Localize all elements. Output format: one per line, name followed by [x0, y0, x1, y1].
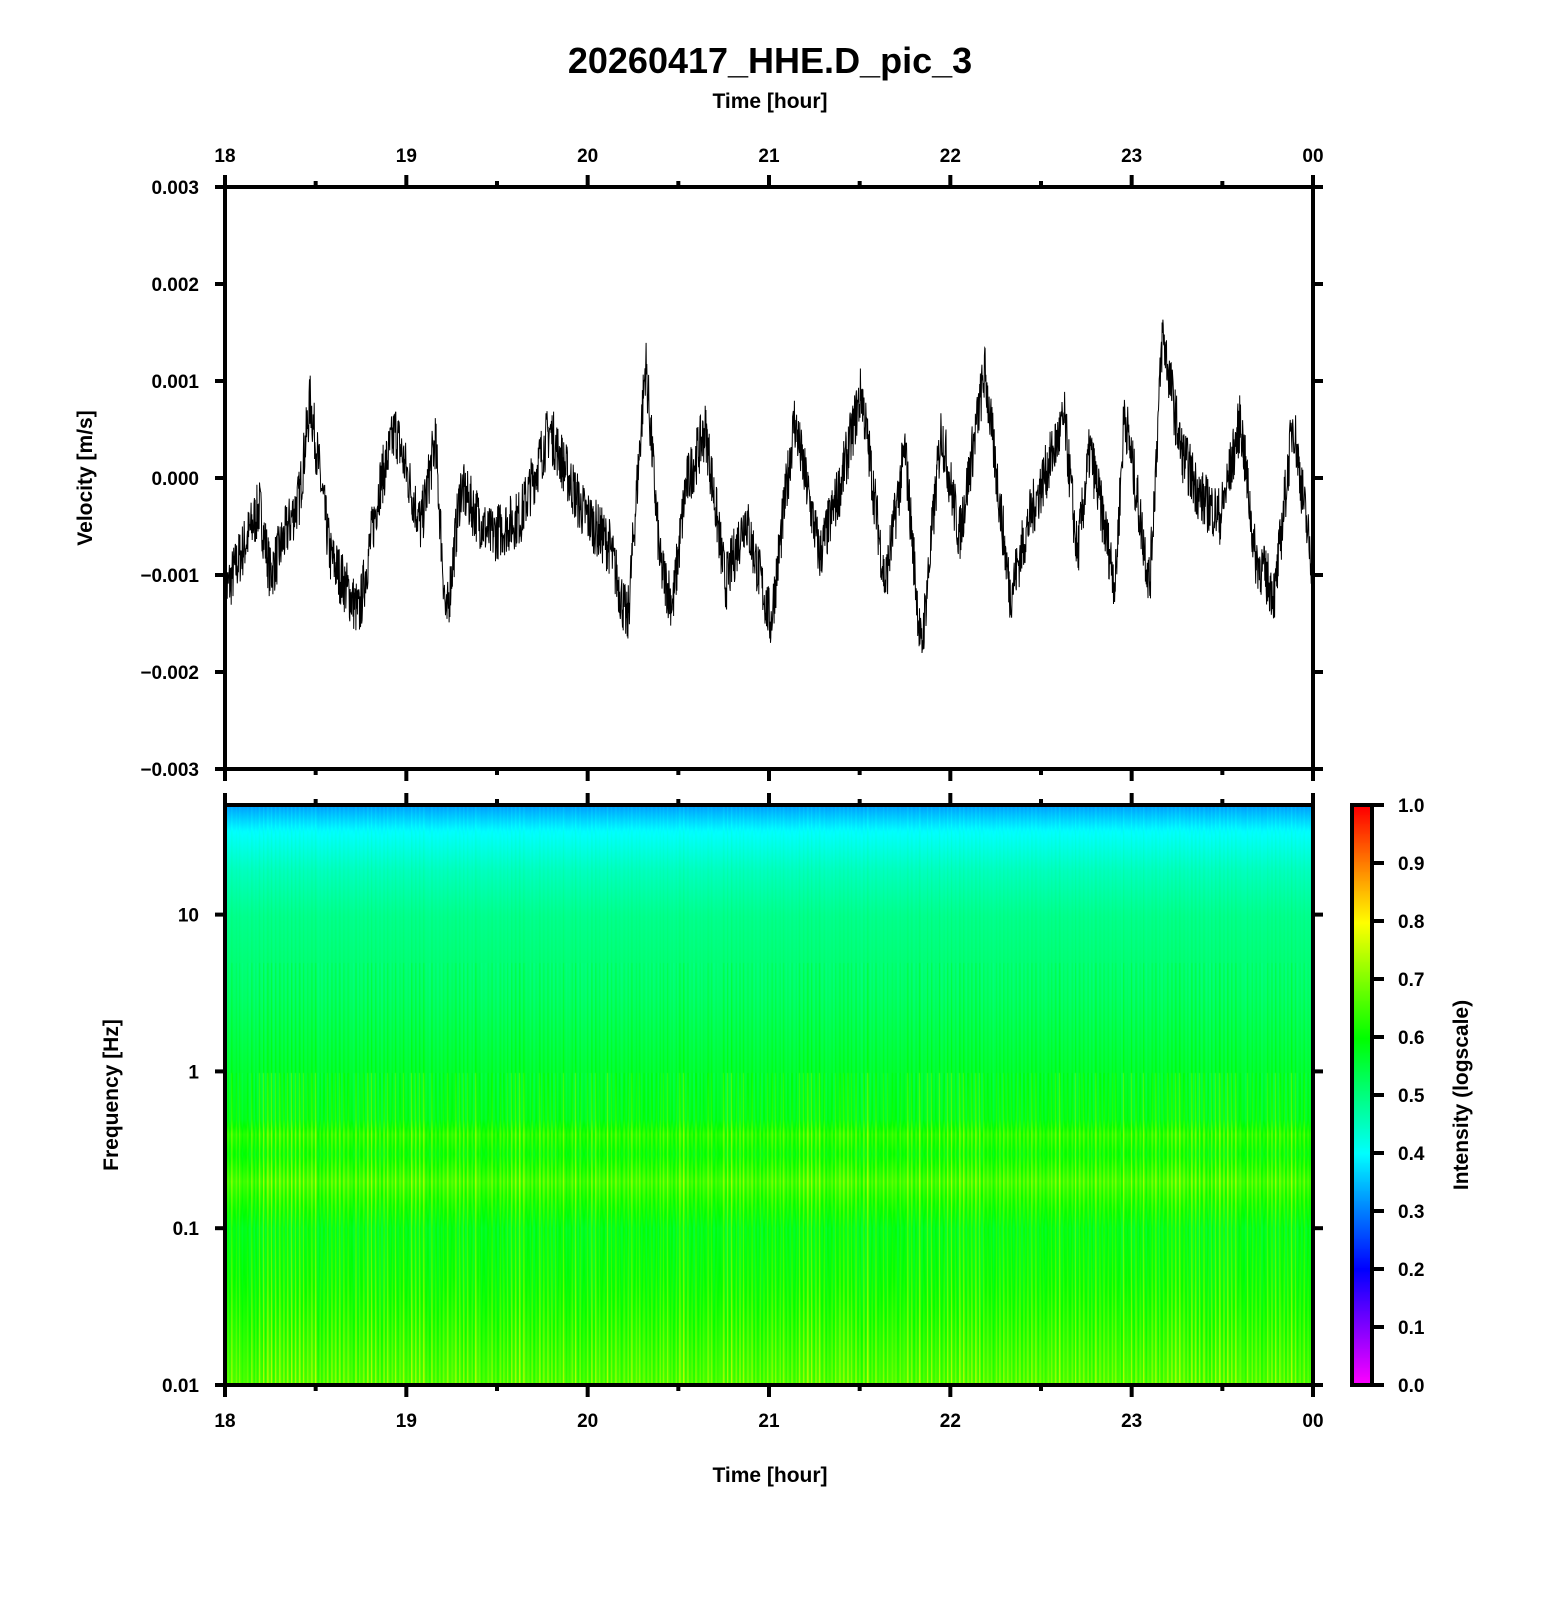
velocity-tick-label: −0.003 [140, 760, 199, 781]
bottom-x-tick-label: 23 [1121, 1411, 1142, 1432]
colorbar-tick-label: 0.3 [1398, 1202, 1424, 1223]
velocity-tick-label: 0.000 [151, 469, 199, 490]
waveform-frame [223, 185, 1315, 771]
colorbar-tick-label: 0.4 [1398, 1144, 1425, 1165]
colorbar-tick-label: 0.6 [1398, 1028, 1424, 1049]
top-x-tick-label: 23 [1121, 146, 1142, 167]
waveform-series [224, 319, 1314, 654]
velocity-tick-label: 0.003 [151, 178, 199, 199]
waveform-line [224, 319, 1314, 654]
bottom-x-tick-label: 22 [940, 1411, 961, 1432]
top-x-tick-label: 19 [396, 146, 417, 167]
bottom-x-tick-label: 20 [577, 1411, 598, 1432]
velocity-tick-label: −0.001 [140, 566, 199, 587]
colorbar-tick-label: 0.7 [1398, 970, 1424, 991]
bottom-x-tick-label: 19 [396, 1411, 417, 1432]
velocity-tick-label: 0.002 [151, 275, 199, 296]
velocity-tick-label: −0.002 [140, 663, 199, 684]
axes: 18 18 19 19 20 20 21 21 22 22 23 23 00 00 0.003 0.002 0.… [140, 146, 1425, 1432]
bottom-x-tick-label: 21 [758, 1411, 780, 1432]
colorbar-tick-label: 0.1 [1398, 1318, 1425, 1339]
colorbar-label: Intensity (logscale) [1450, 1000, 1473, 1190]
top-x-axis-label: Time [hour] [712, 90, 827, 113]
spectrogram-frame [223, 803, 1315, 1387]
top-x-tick-label: 00 [1302, 146, 1323, 167]
frequency-axis-label: Frequency [Hz] [100, 1019, 123, 1171]
bottom-x-tick-label: 18 [214, 1411, 235, 1432]
bottom-x-axis-label: Time [hour] [712, 1464, 827, 1487]
chart-title: 20260417_HHE.D_pic_3 [568, 40, 972, 81]
colorbar-tick-label: 0.8 [1398, 912, 1424, 933]
velocity-axis-label: Velocity [m/s] [74, 410, 97, 545]
colorbar-tick-label: 0.0 [1398, 1376, 1424, 1397]
top-x-tick-label: 18 [214, 146, 235, 167]
colorbar-gradient [1354, 807, 1370, 1385]
colorbar-tick-label: 0.5 [1398, 1086, 1425, 1107]
colorbar-tick-label: 0.2 [1398, 1260, 1424, 1281]
frequency-tick-label: 10 [178, 906, 199, 927]
colorbar-tick-label: 0.9 [1398, 854, 1424, 875]
frequency-tick-label: 0.01 [162, 1376, 199, 1397]
top-x-tick-label: 22 [940, 146, 961, 167]
colorbar-frame [1350, 803, 1374, 1387]
frequency-tick-label: 0.1 [173, 1219, 200, 1240]
top-x-tick-label: 21 [758, 146, 780, 167]
frequency-tick-label: 1 [188, 1062, 199, 1083]
velocity-tick-label: 0.001 [151, 372, 199, 393]
bottom-x-tick-label: 00 [1302, 1411, 1323, 1432]
colorbar-tick-label: 1.0 [1398, 796, 1424, 817]
spectrogram-image [227, 807, 1313, 1385]
top-x-tick-label: 20 [577, 146, 598, 167]
